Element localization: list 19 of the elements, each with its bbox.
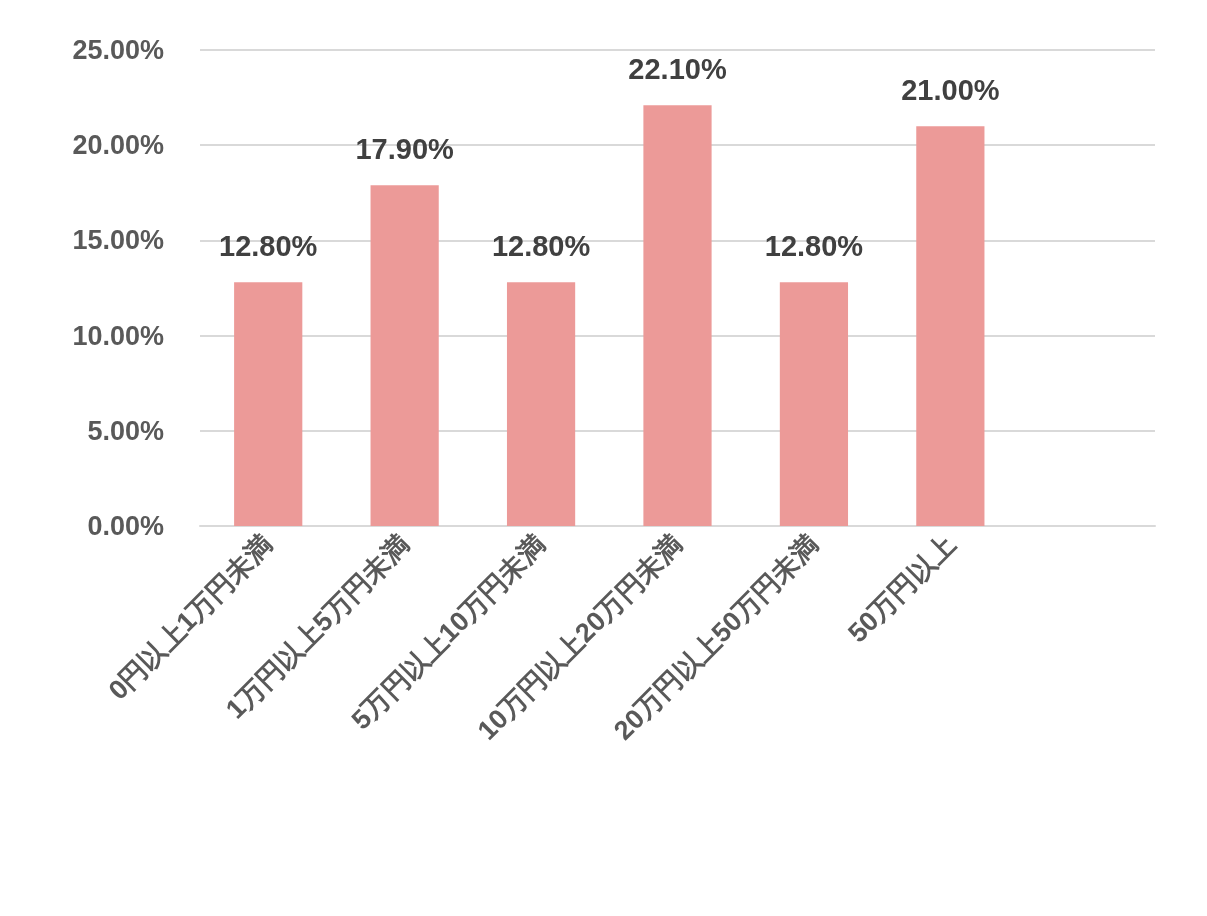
bar bbox=[916, 126, 985, 526]
bar bbox=[370, 185, 439, 526]
y-tick-label: 5.00% bbox=[87, 415, 164, 446]
bar bbox=[779, 282, 849, 526]
data-label: 12.80% bbox=[491, 229, 591, 262]
y-tick-label: 25.00% bbox=[72, 35, 164, 65]
y-tick-label: 20.00% bbox=[72, 130, 164, 161]
data-label: 12.80% bbox=[764, 229, 864, 262]
bar bbox=[506, 282, 576, 526]
y-tick-label: 15.00% bbox=[72, 225, 164, 256]
bar bbox=[643, 105, 712, 526]
data-label: 22.10% bbox=[628, 52, 727, 85]
data-label: 21.00% bbox=[901, 73, 1000, 106]
y-tick-label: 10.00% bbox=[72, 320, 164, 351]
y-tick-label: 0.00% bbox=[87, 511, 164, 541]
bar bbox=[234, 282, 303, 526]
data-label: 12.80% bbox=[219, 229, 318, 262]
x-tick-label: 50万円以上 bbox=[842, 529, 961, 649]
data-label: 17.90% bbox=[355, 132, 455, 165]
